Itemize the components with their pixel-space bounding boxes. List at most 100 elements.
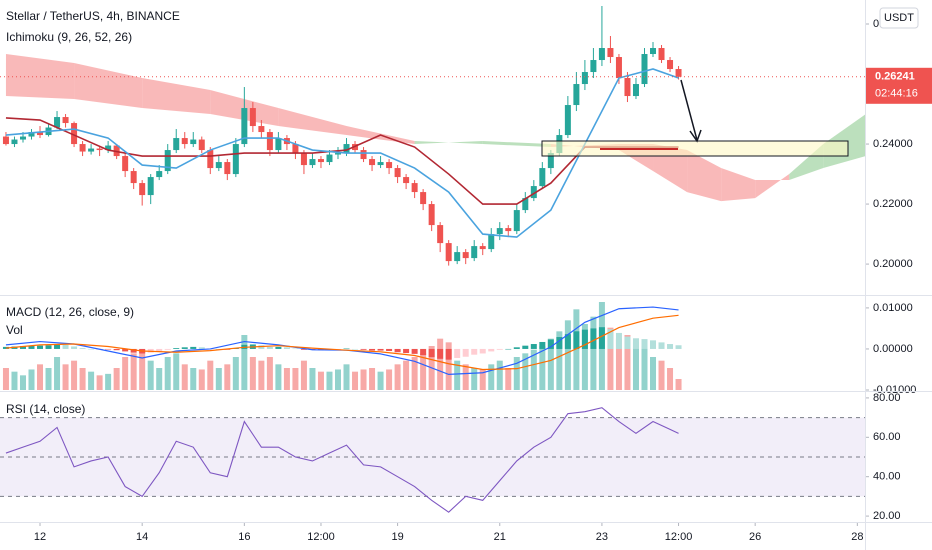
histogram-bar bbox=[88, 348, 95, 350]
x-tick-label: 14 bbox=[136, 531, 148, 543]
currency-button[interactable] bbox=[879, 7, 919, 29]
currency-label[interactable]: USDT bbox=[884, 12, 914, 24]
volume-bar bbox=[164, 357, 171, 390]
x-tick-label: 21 bbox=[494, 531, 506, 543]
y-tick-label: 0.20000 bbox=[873, 258, 913, 270]
histogram-bar bbox=[488, 348, 495, 352]
arrow bbox=[680, 79, 698, 141]
volume-bar bbox=[505, 368, 512, 390]
histogram-bar bbox=[598, 327, 605, 349]
candle-body bbox=[496, 228, 503, 235]
volume-bar bbox=[539, 346, 546, 390]
volume-bar bbox=[547, 338, 554, 390]
candle-body bbox=[300, 153, 307, 166]
histogram-bar bbox=[113, 348, 120, 351]
macd-label: MACD (12, 26, close, 9) bbox=[6, 305, 134, 319]
volume-bar bbox=[624, 335, 631, 390]
cloud-segment bbox=[687, 150, 722, 202]
volume-bar bbox=[590, 316, 597, 390]
volume-bar bbox=[173, 353, 180, 390]
volume-bar bbox=[650, 357, 657, 390]
cloud-segment bbox=[278, 108, 347, 136]
candle-body bbox=[181, 138, 188, 145]
histogram-bar bbox=[607, 329, 614, 349]
candle-body bbox=[11, 139, 18, 145]
volume-bar bbox=[156, 368, 163, 390]
histogram-bar bbox=[37, 345, 44, 349]
histogram-bar bbox=[369, 348, 376, 351]
candle-body bbox=[241, 108, 248, 145]
volume-bar bbox=[343, 364, 350, 390]
ichimoku-line bbox=[5, 68, 679, 238]
volume-bar bbox=[139, 349, 146, 390]
volume-bar bbox=[249, 357, 256, 390]
candle-body bbox=[411, 183, 418, 193]
histogram-bar bbox=[428, 348, 435, 358]
volume-bar bbox=[667, 368, 674, 390]
histogram-bar bbox=[377, 348, 384, 351]
volume-bar bbox=[564, 320, 571, 390]
candle-body bbox=[37, 132, 44, 136]
histogram-bar bbox=[130, 348, 137, 353]
candle-body bbox=[334, 153, 341, 155]
volume-bar bbox=[309, 368, 316, 390]
volume-bar bbox=[641, 346, 648, 390]
histogram-bar bbox=[573, 331, 580, 349]
candle-body bbox=[505, 228, 512, 232]
histogram-bar bbox=[445, 348, 452, 360]
price-label: 0.26241 bbox=[875, 71, 915, 83]
volume-bar bbox=[377, 371, 384, 390]
candle-body bbox=[326, 154, 333, 163]
candle-body bbox=[573, 84, 580, 106]
candle-body bbox=[71, 123, 78, 145]
candle-body bbox=[343, 144, 350, 154]
candle-body bbox=[360, 150, 367, 160]
volume-bar bbox=[454, 360, 461, 390]
histogram-bar bbox=[615, 332, 622, 349]
candle-body bbox=[2, 136, 9, 145]
rsi-line bbox=[5, 407, 679, 513]
histogram-bar bbox=[641, 339, 648, 349]
histogram-bar bbox=[522, 345, 529, 349]
candle-body bbox=[394, 168, 401, 178]
candle-body bbox=[207, 150, 214, 169]
histogram-bar bbox=[266, 346, 273, 349]
x-tick-label: 12 bbox=[34, 531, 46, 543]
histogram-bar bbox=[471, 348, 478, 355]
candle-body bbox=[232, 144, 239, 175]
histogram-bar bbox=[283, 347, 290, 349]
histogram-bar bbox=[420, 348, 427, 356]
cloud-segment bbox=[74, 63, 143, 109]
volume-bar bbox=[607, 327, 614, 390]
volume-bar bbox=[420, 353, 427, 390]
candle-body bbox=[658, 48, 665, 61]
candle-body bbox=[122, 156, 129, 172]
histogram-bar bbox=[581, 329, 588, 349]
histogram-bar bbox=[632, 338, 639, 349]
candle-body bbox=[54, 117, 61, 128]
x-tick-label: 28 bbox=[851, 531, 863, 543]
histogram-bar bbox=[547, 339, 554, 349]
volume-bar bbox=[326, 371, 333, 390]
volume-bar bbox=[462, 364, 469, 390]
histogram-bar bbox=[539, 341, 546, 349]
volume-bar bbox=[224, 364, 231, 390]
volume-bar bbox=[556, 331, 563, 390]
histogram-bar bbox=[54, 344, 61, 349]
candle-body bbox=[377, 162, 384, 166]
candle-body bbox=[615, 57, 622, 79]
candle-body bbox=[130, 171, 137, 184]
y-tick-label: 0.24000 bbox=[873, 138, 913, 150]
volume-bar bbox=[292, 368, 299, 390]
histogram-bar bbox=[513, 347, 520, 349]
volume-bar bbox=[513, 357, 520, 390]
cloud-segment bbox=[721, 168, 756, 202]
histogram-bar bbox=[462, 348, 469, 357]
histogram-bar bbox=[403, 348, 410, 354]
y-tick-label: 0.01000 bbox=[873, 302, 913, 314]
price-label-box bbox=[866, 67, 932, 104]
volume-bar bbox=[28, 369, 35, 390]
volume-bar bbox=[54, 357, 61, 390]
volume-bar bbox=[79, 368, 86, 390]
